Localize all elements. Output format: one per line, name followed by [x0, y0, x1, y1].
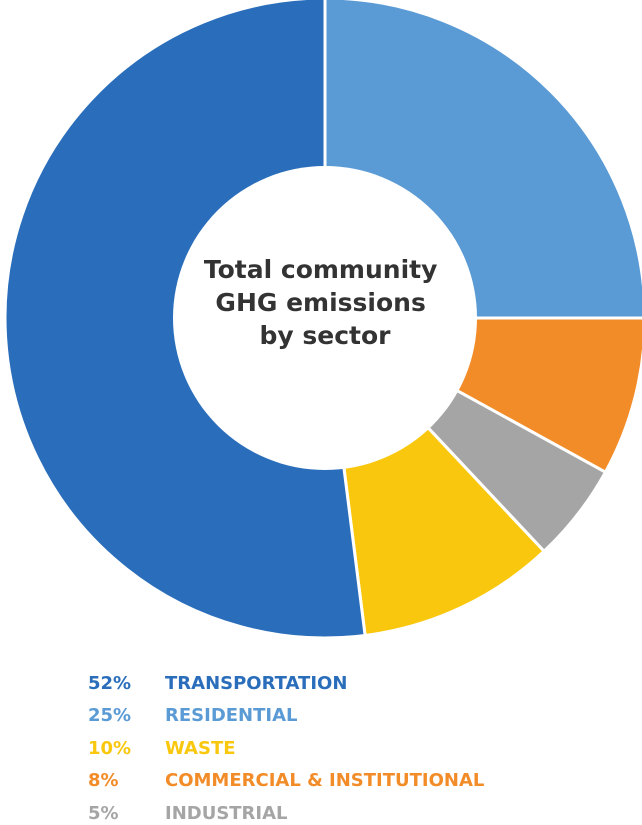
legend-item-residential: 25% RESIDENTIAL: [88, 700, 484, 733]
legend: 52% TRANSPORTATION 25% RESIDENTIAL 10% W…: [88, 667, 484, 825]
donut-chart: Total community GHG emissions by sector: [3, 0, 642, 640]
legend-percent: 8%: [88, 770, 119, 792]
donut-hole: [173, 166, 477, 470]
center-title-line-1: Total community: [204, 255, 438, 284]
legend-item-industrial: 5% INDUSTRIAL: [88, 797, 484, 825]
legend-label: COMMERCIAL & INSTITUTIONAL: [165, 770, 485, 792]
legend-percent: 25%: [88, 705, 132, 727]
center-title-line-2: GHG emissions: [215, 288, 425, 317]
legend-percent: 52%: [88, 672, 132, 694]
legend-item-transportation: 52% TRANSPORTATION: [88, 667, 484, 700]
legend-label: INDUSTRIAL: [165, 802, 288, 824]
svg-text:Total community GHG emissi: Total community GHG emissions by sector: [204, 255, 446, 350]
legend-item-commercial-institutional: 8% COMMERCIAL & INSTITUTIONAL: [88, 765, 484, 798]
legend-percent: 10%: [88, 737, 132, 759]
legend-percent: 5%: [88, 802, 119, 824]
legend-label: RESIDENTIAL: [165, 705, 298, 727]
legend-label: WASTE: [165, 737, 236, 759]
legend-label: TRANSPORTATION: [165, 672, 348, 694]
center-title-line-3: by sector: [259, 321, 391, 350]
legend-item-waste: 10% WASTE: [88, 732, 484, 765]
